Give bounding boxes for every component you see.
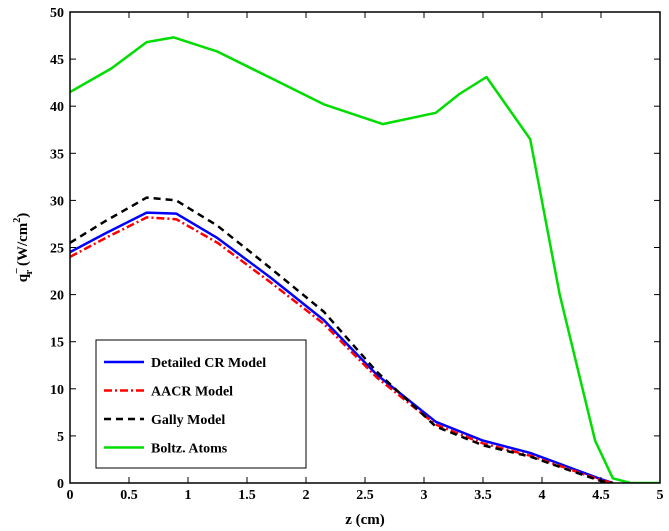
x-tick-label: 0: [67, 488, 74, 503]
y-tick-label: 35: [50, 147, 64, 162]
legend: Detailed CR Model AACR Model Gally Model Bo…: [95, 339, 307, 469]
y-tick-label: 15: [50, 336, 64, 351]
series-layer: [70, 36, 660, 483]
y-axis-label-close: ): [15, 213, 31, 218]
y-axis-label: q−r (W/cm2): [11, 213, 35, 283]
y-axis-label-unit-sup: 2: [12, 218, 23, 223]
legend-label: AACR Model: [151, 385, 233, 400]
axis-ticks: 0 0.5 1 1.5 2 2.5 3 3.5 4 4.5 50510152025303540455…: [50, 6, 664, 503]
y-tick-label: 10: [50, 383, 64, 398]
x-tick-label: 3.5: [474, 488, 492, 503]
y-axis-label-sub: r: [23, 270, 35, 275]
series-line-4: [70, 36, 660, 483]
y-tick-label: 0: [57, 477, 64, 492]
y-tick-label: 20: [50, 289, 64, 304]
x-tick-label: 2.5: [356, 488, 374, 503]
y-tick-label: 5: [57, 430, 64, 445]
y-tick-label: 50: [50, 6, 64, 21]
y-tick-label: 45: [50, 53, 64, 68]
x-tick-label: 1.5: [238, 488, 256, 503]
y-axis-label-sup: −: [11, 268, 23, 274]
x-tick-label: 5: [657, 488, 664, 503]
legend-label: Gally Model: [151, 413, 225, 428]
y-tick-label: 25: [50, 242, 64, 257]
legend-label: Boltz. Atoms: [151, 442, 228, 457]
y-tick-label: 40: [50, 100, 64, 115]
x-tick-label: 0.5: [120, 488, 138, 503]
y-axis-label-unit: (W/cm: [15, 222, 31, 270]
y-axis-label-main: q: [15, 273, 31, 282]
series-line-3: [70, 196, 613, 483]
series-line-1: [70, 211, 614, 483]
y-tick-label: 30: [50, 194, 64, 209]
x-tick-label: 1: [185, 488, 192, 503]
x-axis-label: z (cm): [345, 512, 385, 528]
x-tick-label: 4.5: [592, 488, 610, 503]
x-tick-label: 3: [421, 488, 428, 503]
x-tick-label: 4: [539, 488, 546, 503]
x-tick-label: 2: [303, 488, 310, 503]
legend-label: Detailed CR Model: [151, 356, 266, 371]
